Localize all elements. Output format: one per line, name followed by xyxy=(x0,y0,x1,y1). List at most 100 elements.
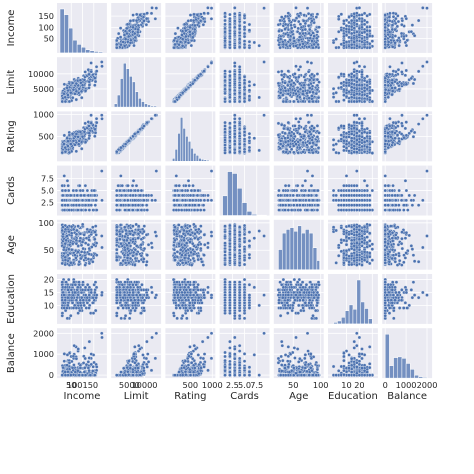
scatter-point xyxy=(184,28,188,33)
scatter-point xyxy=(367,79,372,84)
scatter-point xyxy=(74,97,79,102)
scatter-point xyxy=(311,90,315,95)
histogram-bar xyxy=(72,39,78,54)
scatter-point xyxy=(237,37,242,41)
scatter-point xyxy=(310,72,314,77)
scatter-point xyxy=(223,78,227,83)
scatter-point xyxy=(298,116,303,121)
scatter-point xyxy=(203,19,207,24)
scatter-point xyxy=(306,120,311,125)
scatter-point xyxy=(233,120,237,125)
scatter-point xyxy=(396,19,401,24)
scatter-point xyxy=(153,17,158,21)
scatter-point xyxy=(247,148,252,153)
scatter-point xyxy=(247,88,252,93)
scatter-point xyxy=(298,145,302,150)
scatter-point xyxy=(357,64,362,69)
scatter-point xyxy=(315,12,320,16)
scatter-point xyxy=(237,149,242,154)
scatter-point xyxy=(339,85,344,90)
scatter-point xyxy=(67,150,72,155)
scatter-point xyxy=(247,80,252,84)
scatter-point xyxy=(331,86,336,91)
scatter-point xyxy=(409,76,414,81)
histogram-bar xyxy=(138,98,142,108)
scatter-point xyxy=(242,34,247,39)
histogram-bar xyxy=(98,51,104,54)
scatter-point xyxy=(115,45,119,50)
scatter-point xyxy=(100,117,104,121)
panel-income-vs-rating xyxy=(165,3,216,53)
scatter-point xyxy=(362,78,367,83)
scatter-point xyxy=(180,44,185,48)
scatter-point xyxy=(228,87,232,92)
scatter-point xyxy=(308,36,313,40)
scatter-point xyxy=(362,42,367,47)
scatter-point xyxy=(365,32,369,37)
scatter-point xyxy=(132,31,137,36)
scatter-point xyxy=(233,91,237,96)
scatter-point xyxy=(303,78,308,82)
scatter-point xyxy=(283,131,287,136)
scatter-point xyxy=(69,142,73,146)
scatter-point xyxy=(339,28,344,32)
scatter-point xyxy=(87,136,91,141)
scatter-point xyxy=(228,12,232,17)
scatter-point xyxy=(83,140,88,144)
scatter-point xyxy=(383,22,387,27)
scatter-point xyxy=(223,127,227,131)
scatter-point xyxy=(223,124,227,128)
scatter-point xyxy=(370,39,375,43)
scatter-point xyxy=(286,11,291,15)
histogram-bar xyxy=(85,49,91,54)
scatter-point xyxy=(289,23,293,28)
scatter-point xyxy=(310,94,314,98)
scatter-point xyxy=(302,13,306,17)
scatter-point xyxy=(242,31,247,36)
histogram-bar xyxy=(113,103,118,108)
panel-income-vs-education xyxy=(328,3,378,53)
scatter-point xyxy=(281,99,286,104)
scatter-point xyxy=(71,87,76,92)
scatter-point xyxy=(390,23,395,27)
scatter-point xyxy=(383,37,387,41)
scatter-point xyxy=(315,72,320,76)
scatter-point xyxy=(149,116,154,121)
scatter-point xyxy=(62,142,66,146)
scatter-point xyxy=(188,25,192,30)
scatter-point xyxy=(252,40,257,45)
scatter-point xyxy=(198,72,203,77)
scatter-point xyxy=(70,81,75,85)
scatter-point xyxy=(342,93,346,97)
panel-limit-vs-rating xyxy=(165,57,216,108)
scatter-point xyxy=(339,81,344,86)
scatter-point xyxy=(257,95,261,100)
scatter-point xyxy=(237,99,242,104)
scatter-point xyxy=(383,17,387,22)
scatter-point xyxy=(193,23,197,28)
scatter-point xyxy=(63,149,68,154)
scatter-point xyxy=(131,18,136,23)
scatter-point xyxy=(242,142,247,147)
scatter-point xyxy=(237,13,242,17)
scatter-point xyxy=(65,86,69,90)
scatter-point xyxy=(367,41,372,46)
scatter-point xyxy=(306,70,311,74)
scatter-point xyxy=(362,89,367,93)
scatter-point xyxy=(262,113,266,117)
scatter-point xyxy=(182,22,187,27)
scatter-point xyxy=(77,86,82,91)
scatter-point xyxy=(301,89,305,94)
scatter-point xyxy=(393,86,397,90)
scatter-point xyxy=(237,27,242,31)
scatter-point xyxy=(115,42,119,47)
scatter-point xyxy=(233,117,237,121)
scatter-point xyxy=(294,142,298,146)
scatter-point xyxy=(395,38,400,43)
scatter-point xyxy=(242,96,247,101)
scatter-point xyxy=(355,22,359,27)
scatter-point xyxy=(339,12,344,16)
scatter-point xyxy=(355,91,359,96)
scatter-point xyxy=(342,31,346,36)
scatter-point xyxy=(289,30,294,34)
